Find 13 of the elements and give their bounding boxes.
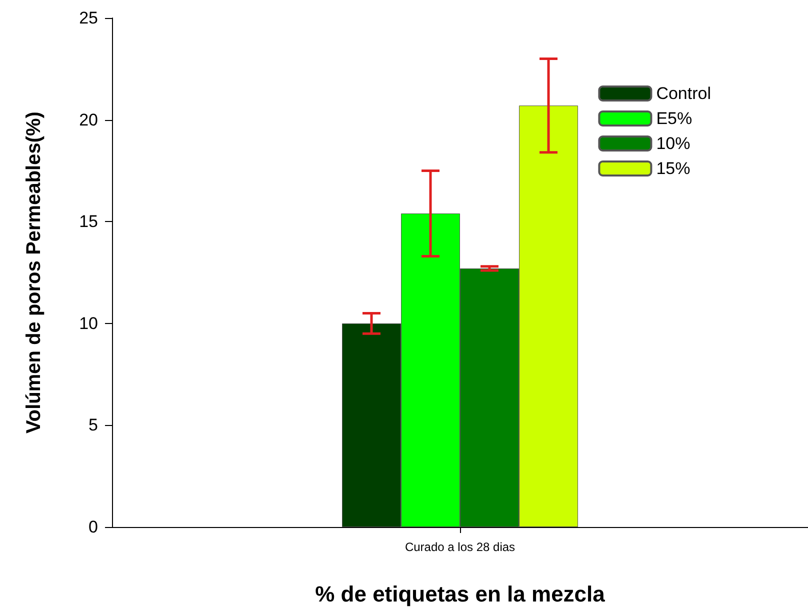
y-tick-label: 20 — [79, 110, 98, 130]
y-tick-label: 5 — [88, 416, 98, 435]
legend-label: 10% — [656, 134, 690, 153]
legend-label: 15% — [656, 159, 690, 178]
y-tick-label: 25 — [79, 8, 98, 28]
legend-label: Control — [656, 84, 712, 103]
legend-label: E5% — [656, 109, 692, 128]
y-tick-label: 0 — [88, 518, 98, 536]
y-tick-label: 10 — [79, 314, 98, 333]
x-tick-label: Curado a los 28 dias — [404, 540, 516, 554]
y-axis-title: Volúmen de poros Permeables(%) — [23, 112, 45, 434]
y-tick-label: 15 — [79, 212, 98, 232]
x-axis-title: % de etiquetas en la mezcla — [315, 582, 606, 606]
